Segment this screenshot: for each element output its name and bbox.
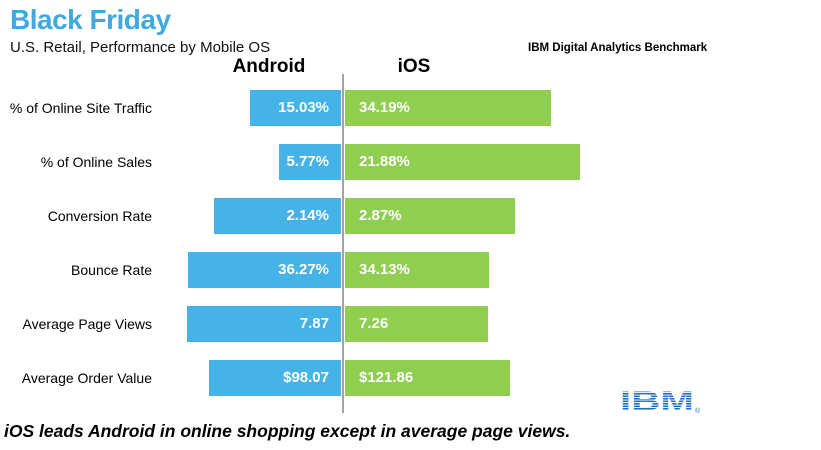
android-value-label: 36.27% (278, 261, 329, 278)
chart-row: Bounce Rate 36.27% 34.13% (0, 252, 821, 288)
page-title: Black Friday (10, 4, 171, 35)
android-value-label: 7.87 (299, 315, 329, 332)
android-value-label: 2.14% (286, 207, 329, 224)
ios-bar: 2.87% (345, 198, 515, 234)
chart-row: Average Order Value $98.07 $121.86 (0, 360, 821, 396)
ios-value-label: 21.88% (359, 153, 410, 170)
android-bar: 15.03% (250, 90, 341, 126)
ios-value-label: 34.19% (359, 99, 410, 116)
ios-bar: 34.13% (345, 252, 489, 288)
ios-value-label: 7.26 (359, 315, 389, 332)
ios-bar: $121.86 (345, 360, 510, 396)
category-label: Bounce Rate (71, 262, 152, 278)
ios-bar: 34.19% (345, 90, 551, 126)
android-value-label: $98.07 (283, 369, 329, 386)
ios-bar: 7.26 (345, 306, 488, 342)
column-header-ios: iOS (397, 56, 431, 77)
category-label: % of Online Sales (40, 154, 152, 170)
ios-value-label: 34.13% (359, 261, 410, 278)
footer-takeaway: iOS leads Android in online shopping exc… (4, 421, 571, 441)
ios-bar: 21.88% (345, 144, 580, 180)
ios-value-label: $121.86 (359, 369, 414, 386)
center-axis-line (342, 74, 344, 413)
chart-row: % of Online Site Traffic 15.03% 34.19% (0, 90, 821, 126)
ios-value-label: 2.87% (359, 207, 402, 224)
page-subtitle: U.S. Retail, Performance by Mobile OS (10, 39, 271, 56)
android-bar: 7.87 (187, 306, 341, 342)
android-value-label: 5.77% (286, 153, 329, 170)
chart-row: % of Online Sales 5.77% 21.88% (0, 144, 821, 180)
svg-text:®: ® (695, 407, 701, 415)
ibm-logo-graphic: IBM ® (618, 390, 701, 415)
category-label: Average Order Value (21, 370, 152, 386)
category-label: % of Online Site Traffic (9, 100, 152, 116)
android-bar: $98.07 (209, 360, 341, 396)
android-bar: 36.27% (188, 252, 341, 288)
chart-row: Average Page Views 7.87 7.26 (0, 306, 821, 342)
source-note: IBM Digital Analytics Benchmark (528, 42, 708, 54)
ibm-logo: IBM ® (618, 384, 704, 416)
category-label: Conversion Rate (47, 208, 152, 224)
android-bar: 5.77% (279, 144, 341, 180)
android-value-label: 15.03% (278, 99, 329, 116)
android-bar: 2.14% (214, 198, 341, 234)
bar-chart: % of Online Site Traffic 15.03% 34.19%% of… (0, 90, 821, 420)
chart-row: Conversion Rate 2.14% 2.87% (0, 198, 821, 234)
column-header-android: Android (232, 56, 306, 77)
category-label: Average Page Views (22, 316, 152, 332)
